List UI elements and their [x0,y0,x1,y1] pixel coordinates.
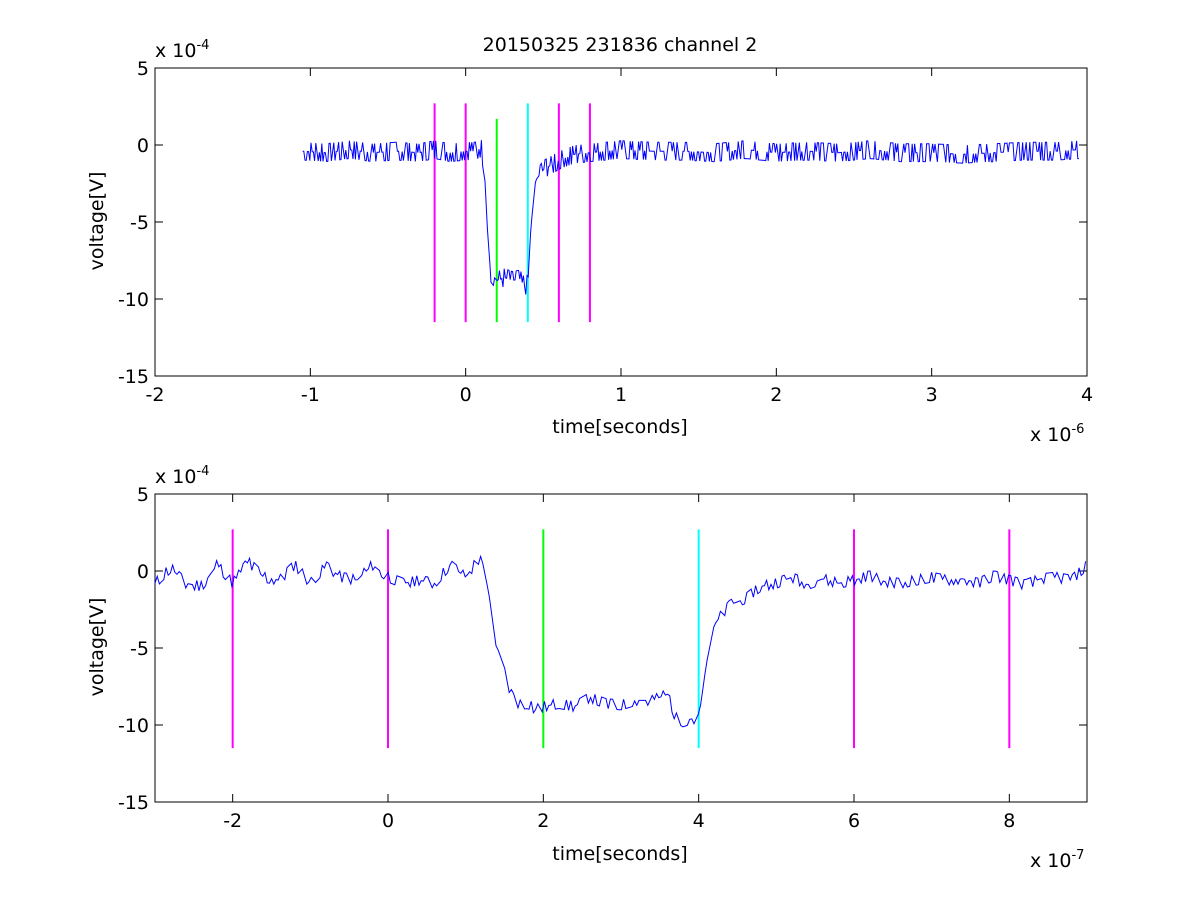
top-y-scale-label: x 10-4 [155,38,209,62]
top-y-tick-label: -5 [130,212,149,234]
top-voltage-trace [302,140,1079,295]
bottom-voltage-trace [154,554,1087,728]
bottom-panel: -2 0 2 4 6 8 -15 -10 -5 0 5 time[seconds] voltage[… [86,464,1088,872]
top-y-axis-label: voltage[V] [86,172,108,271]
top-x-tick-label: -1 [301,384,320,406]
top-x-tick-label: 4 [1081,384,1093,406]
chart-title: 20150325 231836 channel 2 [483,34,758,56]
top-y-tick-label: 0 [137,135,149,157]
top-x-tick-label: 1 [615,384,627,406]
top-x-axis-label: time[seconds] [552,416,687,438]
top-x-tick-label: 3 [926,384,938,406]
top-x-tick-label: 2 [770,384,782,406]
top-panel: -2 -1 0 1 2 3 4-15-10-505 time[seconds] voltag… [86,38,1093,446]
top-x-scale-label: x 10-6 [1030,422,1084,446]
top-x-tick-label: -2 [146,384,165,406]
bottom-x-tick-label: 4 [693,810,705,832]
bottom-markers [231,529,1011,749]
bottom-y-axis-label: voltage[V] [86,598,108,697]
bottom-y-tick-label: -10 [118,715,149,737]
bottom-y-tick-label: -15 [118,792,149,814]
top-y-tick-label: 5 [137,58,149,80]
bottom-y-scale-label: x 10-4 [155,464,209,488]
bottom-x-scale-label: x 10-7 [1030,848,1084,872]
top-x-tick-label: 0 [460,384,472,406]
bottom-y-tick-label: -5 [130,638,149,660]
bottom-x-tick-label: 0 [382,810,394,832]
top-ticks: -2 -1 0 1 2 3 4-15-10-505 [118,58,1093,406]
bottom-x-tick-label: 8 [1003,810,1015,832]
bottom-x-tick-label: 2 [537,810,549,832]
bottom-x-axis-label: time[seconds] [552,843,687,865]
top-y-tick-label: -10 [118,289,149,311]
top-markers [433,103,591,323]
top-y-tick-label: -15 [118,366,149,388]
bottom-y-tick-label: 5 [137,484,149,506]
bottom-ticks: -2 0 2 4 6 8 -15 -10 -5 0 5 [118,484,1087,832]
bottom-x-tick-label: -2 [223,810,242,832]
bottom-y-tick-label: 0 [137,561,149,583]
bottom-x-tick-label: 6 [848,810,860,832]
